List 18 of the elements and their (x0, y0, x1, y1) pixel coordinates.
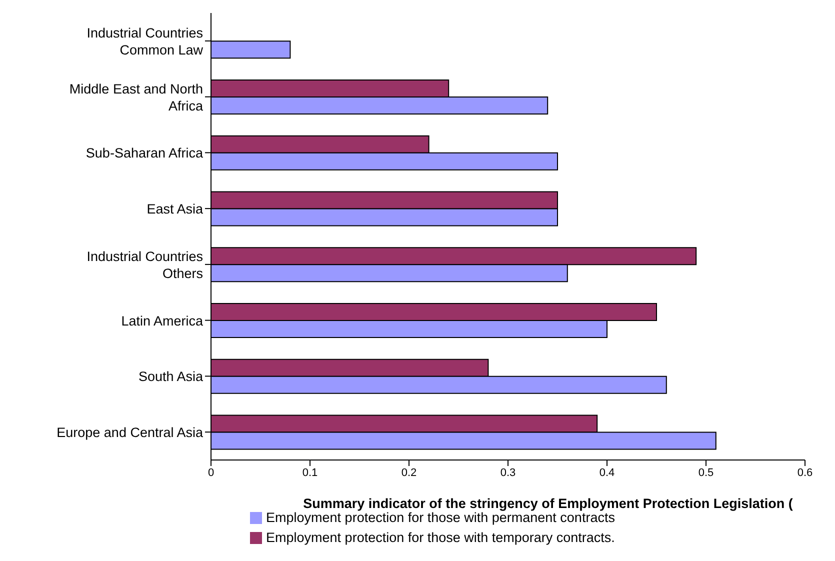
y-tick-label: Industrial Countries Common Law (86, 25, 204, 58)
x-tick-label: 0.5 (698, 466, 714, 479)
x-tick-label: 0.2 (401, 466, 417, 479)
legend-label: Employment protection for those with temporary contracts. (266, 530, 615, 545)
y-tick-label: Latin America (121, 313, 204, 328)
x-tick-label: 0 (208, 466, 214, 479)
x-tick-label: 0.4 (599, 466, 615, 479)
y-tick-label: Europe and Central Asia (56, 425, 204, 440)
x-axis-title: Summary indicator of the stringency of Employment Protection Legislation ( (303, 496, 794, 511)
y-tick-label: Industrial Countries Others (86, 248, 204, 281)
y-tick-label: Middle East and North Africa (69, 81, 204, 114)
x-tick-label: 0.6 (797, 466, 813, 479)
y-tick-label: Sub-Saharan Africa (86, 146, 204, 161)
y-tick-label: South Asia (138, 369, 204, 384)
x-tick-label: 0.1 (302, 466, 318, 479)
y-tick-label: East Asia (146, 202, 204, 217)
x-tick-label: 0.3 (500, 466, 516, 479)
legend-label: Employment protection for those with permanent contracts (266, 510, 615, 525)
